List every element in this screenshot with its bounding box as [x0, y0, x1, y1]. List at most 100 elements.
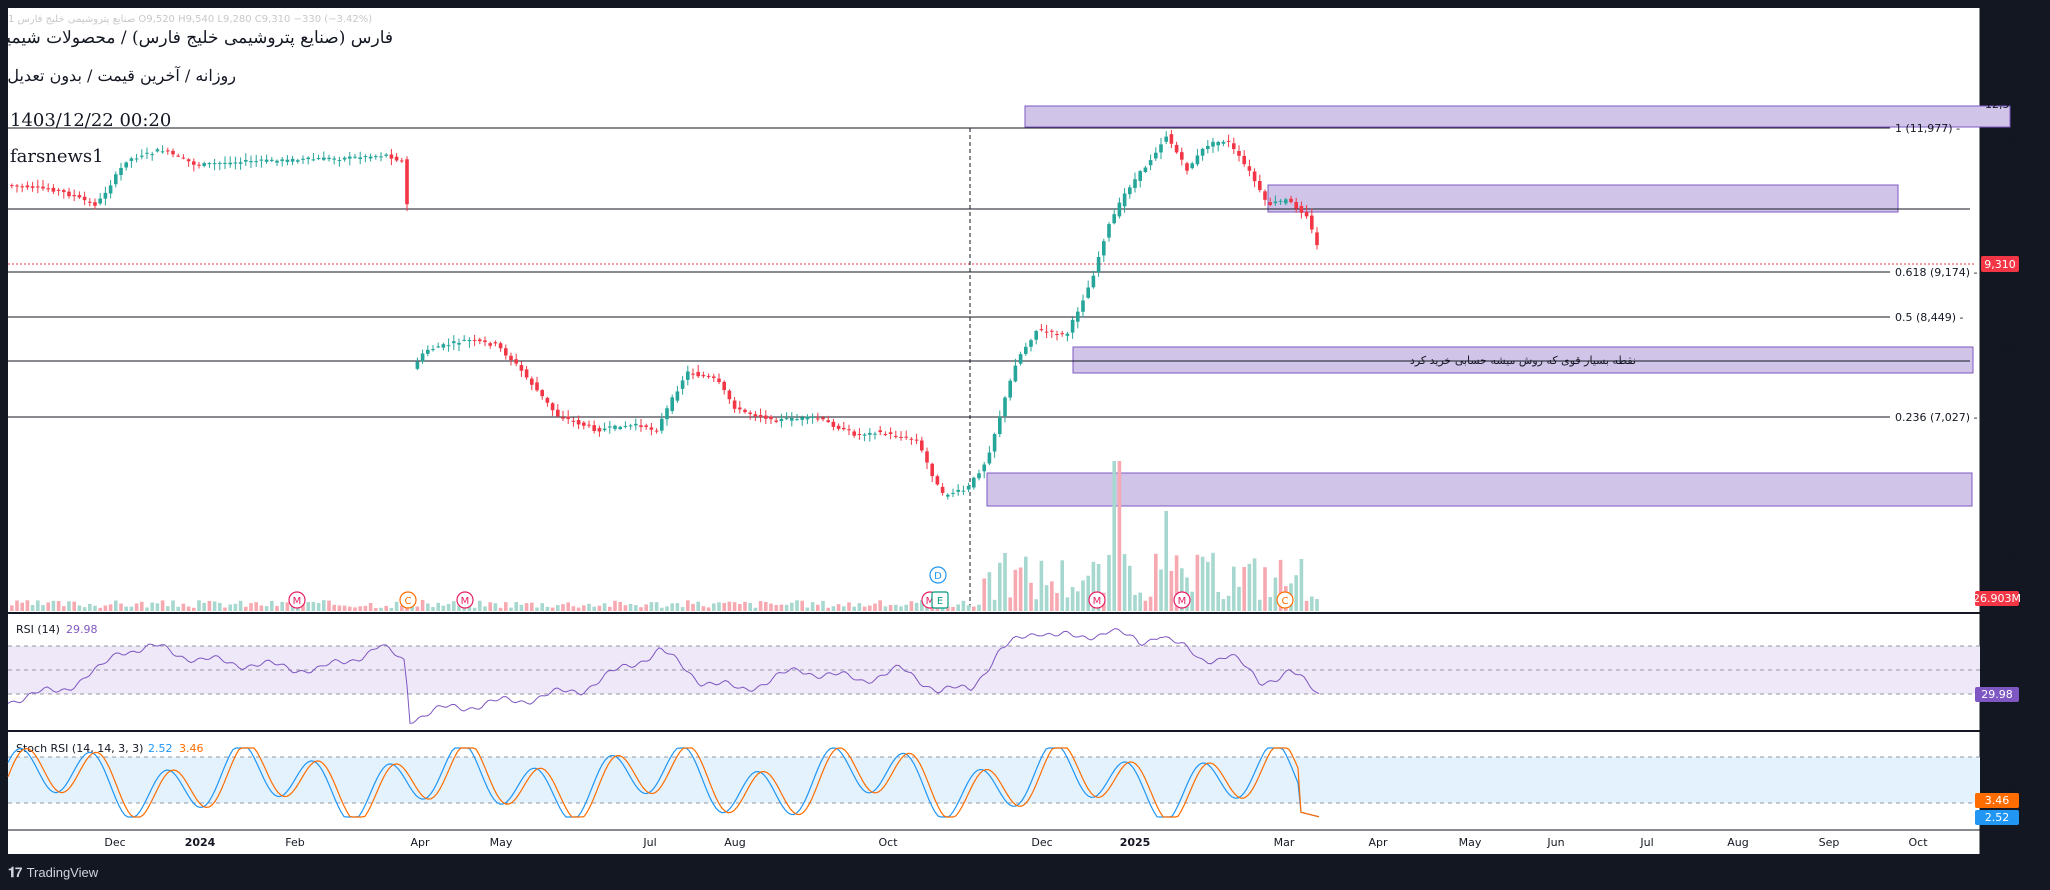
volume-bar [374, 607, 378, 611]
volume-bar [56, 601, 61, 611]
price-candle [498, 343, 503, 349]
volume-bar [394, 601, 399, 611]
price-candle [920, 440, 924, 451]
price-candle [77, 195, 82, 198]
volume-bar [1117, 461, 1122, 611]
volume-bar [1013, 569, 1018, 611]
volume-bar [623, 605, 628, 611]
price-candle [192, 161, 196, 165]
volume-bar [540, 603, 544, 611]
price-candle [1263, 191, 1267, 200]
volume-bar [171, 600, 175, 611]
stoch-d-badge-value: 3.46 [1985, 794, 2010, 807]
volume-bar [150, 602, 154, 611]
price-tick-label: 12,500 [1985, 98, 2024, 111]
volume-bar [1180, 568, 1184, 611]
support-resistance-zone [1072, 346, 1974, 374]
price-candle [613, 425, 617, 429]
price-candle [20, 186, 24, 188]
event-marker-letter: D [934, 571, 942, 582]
price-candle [348, 156, 352, 159]
price-candle [842, 427, 846, 430]
price-candle [686, 371, 690, 380]
volume-bar [228, 604, 232, 611]
price-candle [420, 353, 425, 362]
price-candle [1112, 214, 1116, 224]
stoch-k-value: 2.52 [148, 742, 173, 755]
volume-bar [1237, 586, 1241, 611]
volume-bar [618, 601, 622, 611]
volume-bar [36, 600, 40, 611]
volume-bar [436, 602, 440, 611]
price-candle [223, 162, 227, 164]
volume-bar [857, 603, 862, 611]
last-price-label: 9,310 [1984, 258, 2016, 271]
price-candle [462, 339, 466, 341]
volume-bar [1221, 599, 1226, 611]
price-tick-label: 11,700 [1985, 134, 2024, 147]
rsi-badge-value: 29.98 [1981, 688, 2013, 701]
volume-bar [51, 600, 56, 611]
price-candle [602, 428, 607, 431]
volume-bar [904, 604, 908, 611]
volume-bar [701, 606, 706, 611]
price-candle [727, 390, 732, 400]
price-candle [717, 378, 721, 383]
price-candle [280, 159, 284, 162]
volume-bar [670, 603, 674, 611]
volume-bar [1278, 559, 1283, 611]
event-marker [929, 566, 947, 584]
price-candle [1143, 167, 1148, 172]
x-axis-label: May [490, 836, 513, 849]
price-candle [202, 163, 206, 166]
price-candle [1024, 346, 1028, 354]
price-candle [764, 415, 768, 419]
price-candle [748, 412, 752, 415]
volume-bar [946, 606, 950, 611]
volume-bar [1164, 511, 1168, 611]
price-candle [576, 419, 581, 425]
price-candle [62, 190, 66, 193]
price-candle [155, 149, 160, 152]
x-axis-label: Jul [642, 836, 656, 849]
volume-bar [956, 604, 960, 611]
volume-bar [446, 603, 451, 611]
volume-bar [98, 607, 102, 611]
x-axis-label: Aug [724, 836, 745, 849]
price-candle [582, 422, 586, 426]
volume-bar [862, 606, 867, 611]
price-candle [1096, 256, 1101, 273]
price-tick-label: 10,100 [1985, 213, 2024, 226]
price-candle [878, 430, 882, 433]
price-candle [940, 486, 945, 493]
price-candle [1299, 206, 1304, 213]
x-axis-label: Feb [285, 836, 304, 849]
volume-bar [790, 602, 794, 611]
price-candle [722, 381, 726, 391]
tradingview-logo[interactable]: 𝟏7 TradingView [8, 864, 98, 881]
volume-bar [769, 603, 773, 611]
volume-bar [15, 600, 19, 611]
event-marker [1173, 591, 1191, 609]
volume-badge [1975, 591, 2019, 606]
volume-bar [920, 600, 924, 611]
ohlc-readout: 1 صنایع پتروشیمی خلیج فارس O9,520 H9,540… [8, 14, 373, 25]
price-candle [628, 425, 633, 427]
earnings-marker [931, 591, 949, 609]
volume-bar [784, 604, 789, 611]
price-candle [452, 341, 456, 344]
price-candle [207, 163, 212, 165]
x-axis-label: 2025 [1120, 836, 1151, 849]
price-candle [665, 408, 669, 420]
price-candle [114, 174, 118, 185]
volume-bar [160, 600, 165, 611]
price-candle [691, 373, 695, 375]
volume-bar [264, 606, 269, 611]
price-candle [186, 159, 191, 162]
price-candle [197, 164, 201, 166]
rsi-badge [1975, 687, 2019, 702]
price-tick-label: 8,550 [1985, 304, 2017, 317]
price-candle [545, 397, 550, 403]
price-candle [1013, 365, 1018, 382]
